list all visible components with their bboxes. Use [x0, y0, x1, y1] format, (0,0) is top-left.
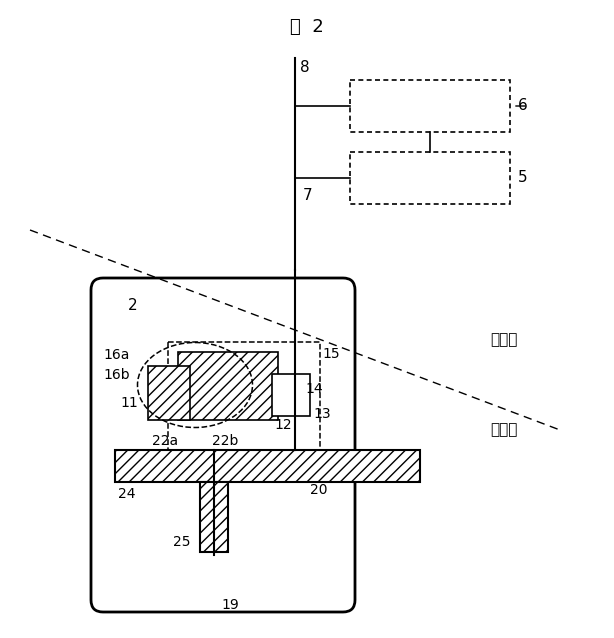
Text: 6: 6	[518, 98, 528, 114]
Bar	[200, 482, 228, 552]
Text: 20: 20	[310, 483, 327, 497]
Bar	[178, 352, 278, 420]
Bar	[350, 80, 510, 132]
Bar	[350, 152, 510, 204]
Text: 16b: 16b	[103, 368, 130, 382]
Bar	[115, 450, 420, 482]
Text: 7: 7	[303, 188, 313, 202]
Text: 12: 12	[274, 418, 292, 432]
Text: 13: 13	[313, 407, 330, 421]
Text: 15: 15	[322, 347, 340, 361]
Text: 11: 11	[120, 396, 138, 410]
Text: 25: 25	[173, 535, 190, 549]
Text: 2: 2	[128, 298, 138, 313]
Text: 図  2: 図 2	[290, 18, 324, 36]
Text: 車輪側: 車輪側	[490, 422, 518, 438]
Text: 14: 14	[305, 382, 322, 396]
Text: 19: 19	[221, 598, 239, 612]
Text: 24: 24	[118, 487, 136, 501]
Bar	[168, 342, 320, 452]
FancyBboxPatch shape	[91, 278, 355, 612]
Text: 22b: 22b	[212, 434, 238, 448]
Bar	[272, 374, 310, 416]
Text: 車体側: 車体側	[490, 332, 518, 348]
Bar	[148, 366, 190, 420]
Text: 8: 8	[300, 61, 309, 75]
Text: 5: 5	[518, 170, 527, 186]
Text: 22a: 22a	[152, 434, 178, 448]
Text: 16a: 16a	[103, 348, 130, 362]
